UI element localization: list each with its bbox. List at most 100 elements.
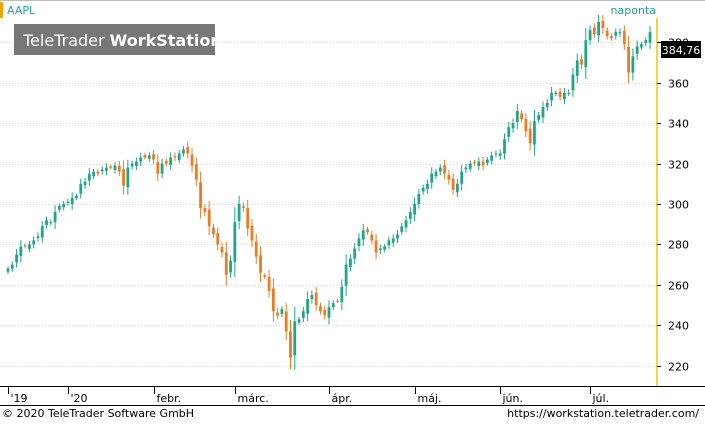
candle [186,142,190,159]
candle-body [331,303,335,308]
candle [199,171,202,219]
candle-body [314,292,318,306]
candle-body [246,208,250,229]
candle-body [276,312,280,316]
candle-body [434,171,438,177]
candle-body [357,238,361,247]
candle [357,233,361,252]
candle [515,104,519,129]
candle-body [387,240,391,246]
candle-body [169,157,173,165]
candle-body [370,234,374,241]
candle-body [627,46,630,73]
candle [618,28,622,38]
candle [524,113,528,138]
candle-body [515,110,519,122]
candle-body [421,187,425,192]
candle [233,207,237,277]
candle-body [524,119,528,132]
candle-body [340,286,344,303]
candle-body [344,264,348,286]
candle [323,305,327,320]
candle [648,25,652,49]
candle-body [130,163,134,167]
candle [15,249,18,268]
candle [169,152,173,170]
candle-body [391,238,395,243]
candle-body [592,27,596,35]
copyright-text: © 2020 TeleTrader Software GmbH [2,407,195,420]
candle-body [426,183,429,190]
x-tick-label: márc. [238,392,269,405]
candle-body [494,153,498,155]
candle-body [640,44,643,48]
x-axis: '19 '20 febr. márc. ápr. máj. jún. júl. [8,386,610,405]
candle [421,184,425,195]
candle [190,147,194,173]
x-tick-label: júl. [592,392,610,405]
candles [6,14,652,370]
candle-body [203,208,207,213]
candle [130,160,134,170]
candle [216,227,220,251]
candle [413,197,416,222]
candle-body [267,276,271,291]
candle [374,233,378,260]
candle [160,158,164,179]
candle-body [413,204,416,215]
candle [644,37,648,46]
candle [23,243,27,249]
candle [383,244,387,253]
candle-body [83,181,87,185]
candle [19,240,23,263]
candle [263,273,267,279]
candle [212,223,215,238]
candle [109,164,113,170]
y-tick-label: 280 [668,239,689,252]
candle [366,226,369,235]
candle-body [588,30,592,41]
candle [57,203,61,213]
candle-body [336,300,339,302]
candle [280,306,284,317]
symbol-label[interactable]: AAPL [7,4,36,17]
candle [610,33,613,41]
candle [164,158,168,167]
candle [584,28,588,80]
candle [464,163,468,174]
candle [156,154,160,181]
candle [451,173,455,195]
candle [408,207,412,224]
candle [588,25,592,45]
symbol-accent [0,2,3,18]
candle [520,110,523,123]
candle-body [156,161,160,174]
candle-body [186,146,190,154]
candle-body [75,195,78,198]
y-tick-label: 320 [668,159,689,172]
candle-body [481,161,485,166]
candle-body [567,92,571,94]
candle-body [631,56,635,73]
candle [563,87,566,105]
candle-body [648,32,652,43]
candle [177,149,181,164]
candle-body [53,212,57,223]
candle [70,192,74,210]
candle-body [319,306,322,312]
candle-body [36,236,40,238]
candle-body [533,121,536,145]
candle-body [100,169,104,172]
candle [490,151,494,165]
candle-body [284,311,288,332]
candle [494,150,498,158]
candle [554,90,558,96]
candle [580,54,583,69]
period-label[interactable]: naponta [611,4,656,17]
candle [370,230,374,245]
candle-body [580,59,583,65]
source-url[interactable]: https://workstation.teletrader.com/ [507,407,699,420]
candle-body [430,173,434,183]
candle-body [32,240,36,245]
